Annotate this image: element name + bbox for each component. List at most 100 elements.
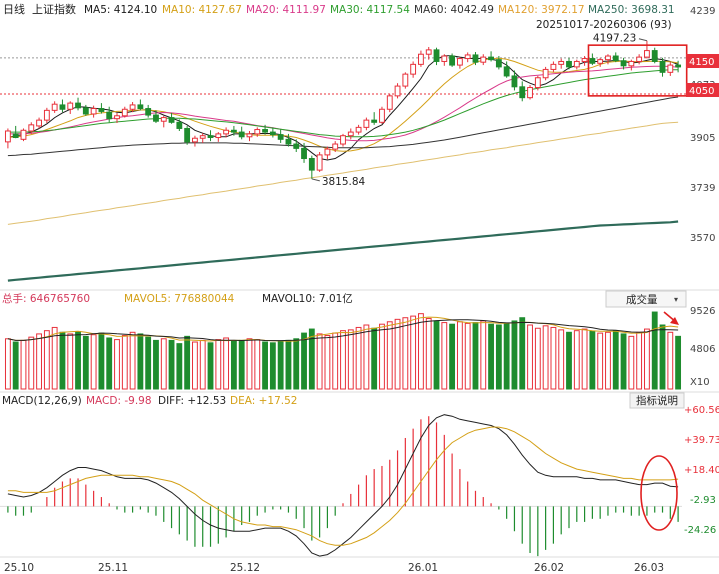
ma-label: MA120: 3972.17 [498, 4, 585, 16]
volume-bar [324, 335, 331, 390]
candle [316, 154, 323, 171]
volume-bar [386, 321, 393, 390]
volume-bar [12, 341, 19, 390]
candle [4, 130, 11, 143]
macd-tick: -24.26 [684, 525, 716, 536]
volume-bar [230, 340, 237, 390]
candle [192, 137, 198, 143]
candle [230, 129, 237, 133]
candle [106, 111, 113, 120]
volume-bar [659, 324, 666, 390]
macd-tick: +39.73 [684, 435, 719, 446]
candle [145, 108, 152, 116]
volume-bar [644, 328, 650, 390]
x-tick: 25.12 [230, 562, 260, 574]
volume-bar [581, 328, 588, 390]
volume-bar [223, 337, 230, 390]
volume-bar [82, 335, 89, 390]
date-range: 20251017-20260306 (93) [536, 19, 672, 31]
macd-panel[interactable] [0, 414, 682, 557]
candle [410, 63, 417, 75]
volume-bar [456, 321, 463, 390]
candle [301, 147, 307, 160]
volume-panel[interactable] [4, 311, 682, 390]
candle [527, 87, 533, 99]
candle [503, 66, 510, 77]
index-name: 上证指数 [32, 2, 76, 16]
volume-bar [566, 331, 572, 390]
candle [59, 104, 66, 110]
x-tick: 25.11 [98, 562, 128, 574]
volume-bar [207, 342, 214, 390]
ma-label: MA60: 4042.49 [414, 4, 494, 16]
volume-bar [262, 341, 268, 390]
volume-bar [129, 331, 136, 390]
macd-tick: -2.93 [690, 495, 716, 506]
candle [28, 124, 35, 132]
volume-bar [558, 329, 565, 390]
candle [449, 55, 456, 66]
volume-bar [301, 332, 307, 390]
volume-bar [394, 318, 401, 390]
volume-bar [636, 331, 643, 390]
candle [332, 143, 339, 150]
candle [612, 55, 619, 62]
candle [550, 63, 557, 70]
price-tag-low [686, 83, 719, 97]
volume-bar [472, 322, 479, 390]
candle [620, 60, 627, 67]
volume-bar [114, 339, 120, 390]
indicator-selector[interactable] [605, 290, 687, 308]
volume-bar [269, 342, 276, 390]
candle [379, 108, 385, 123]
diff-value: DIFF: +12.53 [158, 395, 226, 407]
period-label[interactable]: 日线 [3, 2, 25, 16]
price-header: 日线 上证指数 MA5: 4124.10 MA10: 4127.67 MA20: 4… [3, 2, 675, 31]
volume-bar [449, 323, 456, 390]
candle [558, 60, 565, 65]
volume-bar [43, 330, 50, 390]
candle [308, 158, 315, 171]
volume-bar [160, 338, 167, 390]
low-marker [311, 178, 320, 182]
indicator-explain-button[interactable] [629, 392, 685, 409]
candle [129, 104, 136, 110]
candle [184, 127, 191, 143]
mavol-line [7, 319, 679, 342]
volume-bar [153, 339, 159, 390]
candle [43, 109, 50, 121]
candle [67, 102, 74, 110]
candle [425, 49, 432, 55]
candle [207, 135, 214, 139]
high-label: 4197.23 [593, 33, 636, 45]
candle [651, 50, 658, 62]
candle [215, 133, 222, 139]
price-tick: 3739 [690, 183, 715, 194]
candle [20, 129, 27, 140]
volume-bar [137, 333, 144, 390]
volume-bar [503, 322, 510, 390]
ma-label: MA20: 4111.97 [246, 4, 326, 16]
candle [223, 129, 230, 135]
candle [246, 133, 253, 138]
volume-bar [441, 322, 448, 390]
price-panel[interactable]: 4197.23 3815.84 [0, 33, 688, 282]
candle [277, 134, 284, 140]
candle [262, 129, 268, 133]
x-tick: 26.01 [408, 562, 438, 574]
volume-bar [340, 330, 346, 390]
mavol10-label: MAVOL10: 7.01亿 [262, 292, 353, 305]
candle [269, 131, 276, 136]
volume-bar [59, 331, 66, 390]
candle [355, 126, 362, 133]
price-tick: 4050 [689, 86, 714, 97]
candle [98, 108, 105, 112]
candle [402, 73, 409, 87]
volume-bar [519, 317, 526, 390]
price-tag-high [686, 54, 719, 68]
candle [667, 64, 674, 73]
volume-bar [651, 311, 658, 390]
candle [121, 108, 128, 117]
volume-bar [464, 322, 471, 390]
